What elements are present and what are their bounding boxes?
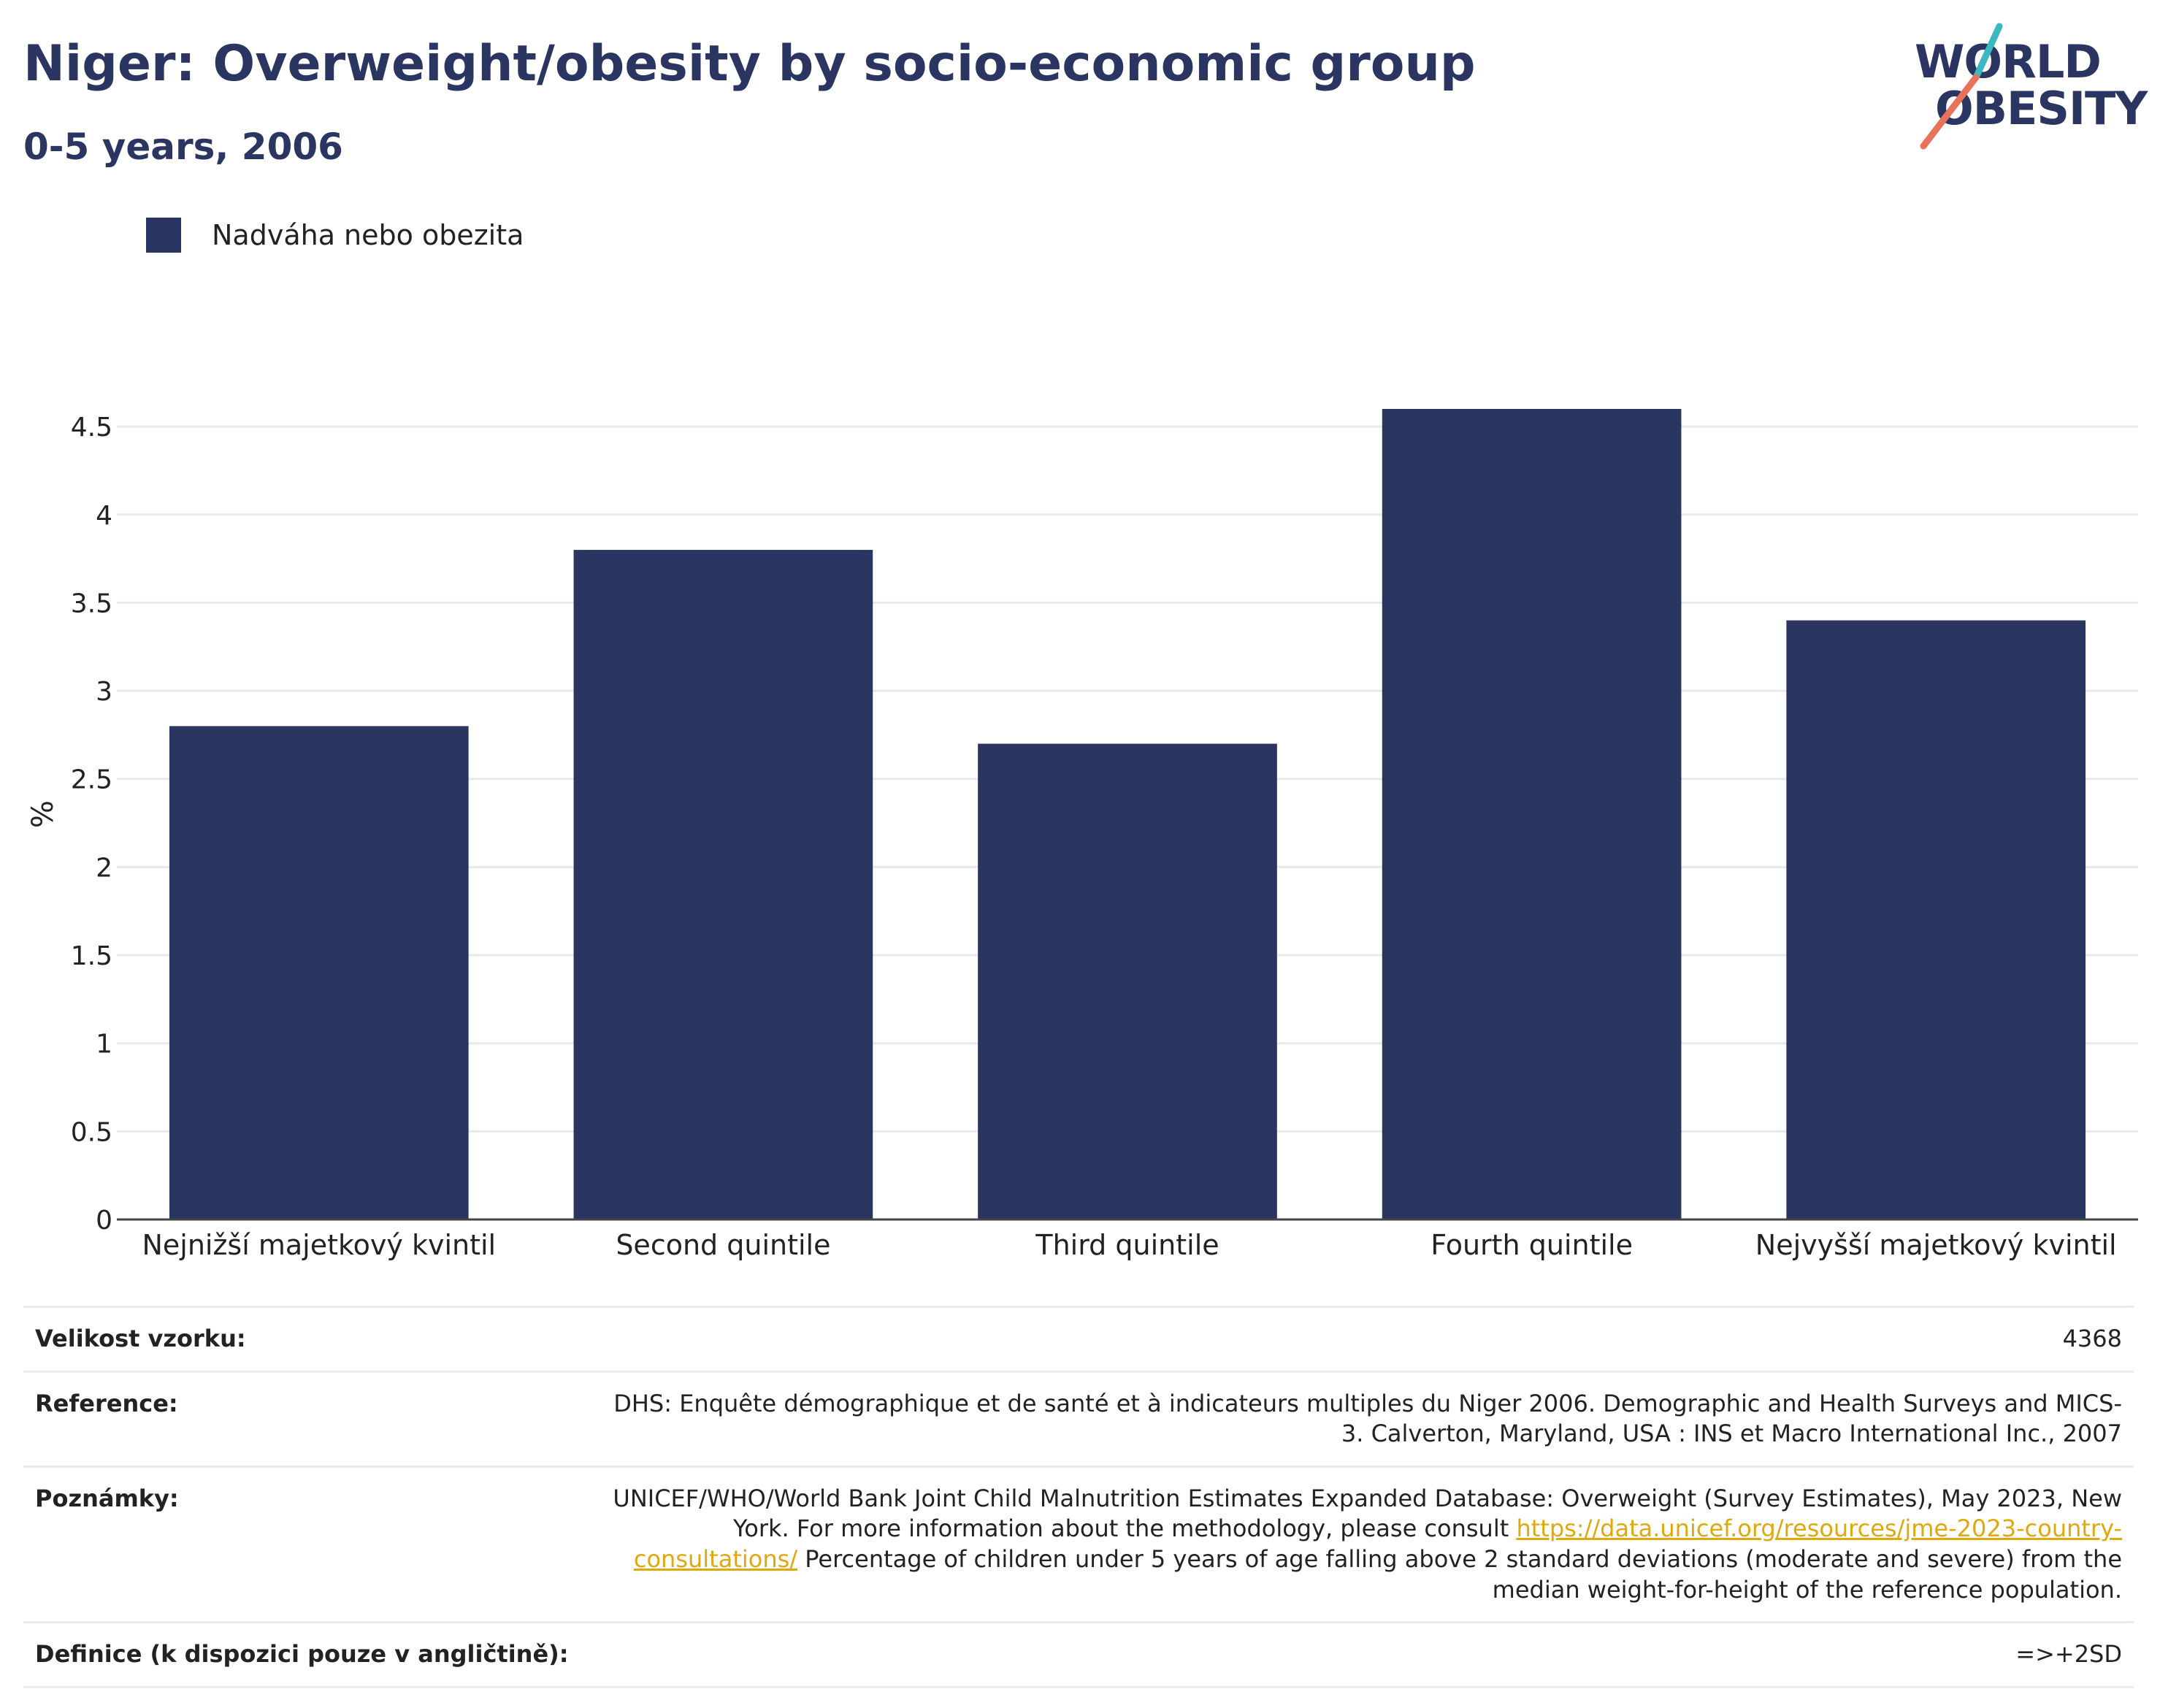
sample-size-label: Velikost vzorku:	[35, 1325, 246, 1352]
y-tick-label: 3.5	[71, 589, 112, 619]
y-tick-label: 1	[96, 1030, 112, 1060]
bar	[1382, 409, 1682, 1219]
x-tick-label: Second quintile	[616, 1229, 830, 1261]
chart-title: Niger: Overweight/obesity by socio-econo…	[23, 35, 1476, 93]
bar	[978, 743, 1277, 1219]
logo-line-2: OBESITY	[1935, 82, 2148, 135]
chart-legend: Nadváha nebo obezita	[146, 216, 524, 254]
notes-text-1: UNICEF/WHO/World Bank Joint Child Malnut…	[613, 1484, 2122, 1543]
info-row-reference: Reference: DHS: Enquête démographique et…	[23, 1371, 2134, 1466]
reference-value: DHS: Enquête démographique et de santé e…	[613, 1389, 2122, 1448]
sample-size-value: 4368	[2062, 1325, 2122, 1352]
y-axis-label: %	[26, 800, 60, 828]
y-tick-label: 0	[96, 1206, 112, 1236]
info-row-sample-size: Velikost vzorku: 4368	[23, 1306, 2134, 1372]
notes-link[interactable]: https://data.unicef.org/resources/jme-20…	[633, 1514, 2122, 1573]
info-table: Velikost vzorku: 4368 Reference: DHS: En…	[23, 1306, 2134, 1688]
logo-line-1: WORLD	[1915, 35, 2102, 88]
y-tick-label: 4	[96, 501, 112, 531]
y-tick-label: 2.5	[71, 765, 112, 795]
legend-label: Nadváha nebo obezita	[212, 219, 524, 251]
info-row-definition: Definice (k dispozici pouze v angličtině…	[23, 1622, 2134, 1688]
info-row-notes: Poznámky: UNICEF/WHO/World Bank Joint Ch…	[23, 1466, 2134, 1622]
y-tick-label: 2	[96, 853, 112, 883]
notes-text-2: Percentage of children under 5 years of …	[805, 1544, 2122, 1604]
y-tick-label: 1.5	[71, 941, 112, 971]
bar-chart: 0 0.5 1 1.5 2 2.5 3 3.5 4 4.5% Nejnižší majetkový …	[26, 409, 2138, 1261]
reference-label: Reference:	[35, 1389, 178, 1417]
bar	[169, 726, 469, 1219]
notes-value: UNICEF/WHO/World Bank Joint Child Malnut…	[581, 1466, 2134, 1622]
y-tick-label: 0.5	[71, 1117, 112, 1147]
x-tick-label: Nejnižší majetkový kvintil	[142, 1229, 496, 1261]
chart-subtitle: 0-5 years, 2006	[23, 126, 343, 168]
notes-label: Poznámky:	[35, 1484, 179, 1512]
legend-swatch	[146, 218, 181, 253]
bar	[573, 550, 873, 1219]
logo-slash-icon	[1920, 23, 2003, 150]
y-tick-label: 3	[96, 677, 112, 707]
definition-label: Definice (k dispozici pouze v angličtině…	[35, 1640, 569, 1669]
definition-value: =>+2SD	[2015, 1640, 2122, 1669]
world-obesity-logo: WORLD OBESITY	[1906, 20, 2148, 152]
x-tick-label: Fourth quintile	[1431, 1229, 1633, 1261]
y-tick-label: 4.5	[71, 413, 112, 443]
x-tick-label: Nejvyšší majetkový kvintil	[1755, 1229, 2117, 1261]
bar	[1786, 620, 2086, 1219]
x-tick-label: Third quintile	[1035, 1229, 1219, 1261]
